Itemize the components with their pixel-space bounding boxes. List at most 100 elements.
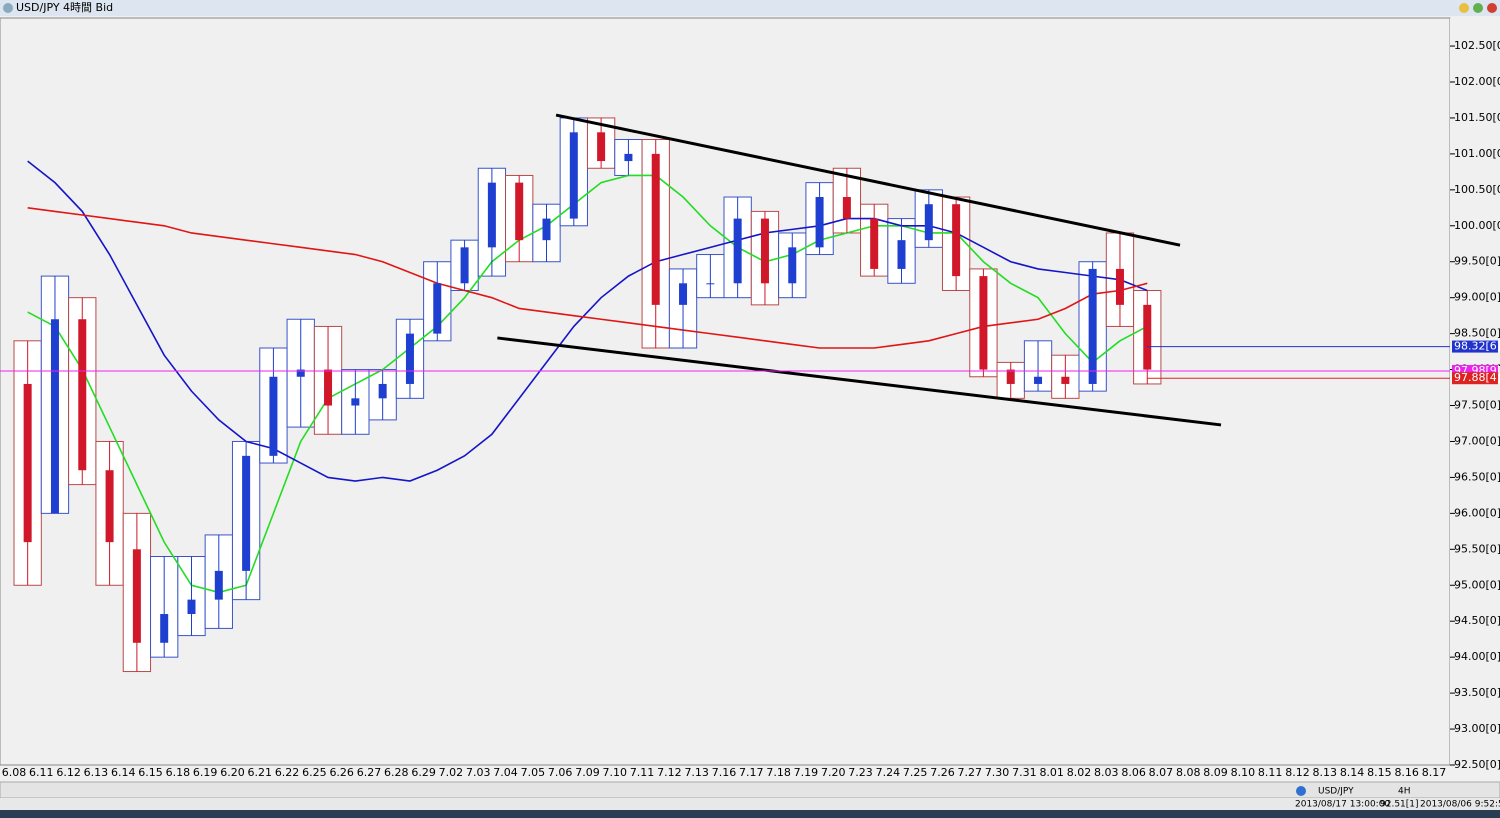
x-tick-label: 7.10: [603, 766, 628, 779]
candle-body: [1006, 369, 1015, 384]
x-tick-label: 6.28: [384, 766, 409, 779]
y-tick-label: 95.50[0]: [1454, 542, 1500, 555]
x-tick-label: 7.02: [439, 766, 464, 779]
app-icon: [3, 3, 13, 13]
candle-body: [296, 369, 305, 377]
candle-body: [952, 204, 961, 277]
cursor-time: 2013/08/17 13:00:00: [1295, 800, 1390, 810]
x-tick-label: 6.29: [411, 766, 436, 779]
y-tick-label: 100.00[0]: [1454, 219, 1500, 232]
x-tick-label: 6.12: [56, 766, 81, 779]
x-tick-label: 7.09: [575, 766, 600, 779]
x-tick-label: 7.20: [821, 766, 846, 779]
candle-body: [788, 247, 797, 284]
x-tick-label: 7.18: [766, 766, 791, 779]
y-tick-label: 102.00[0]: [1454, 75, 1500, 88]
scrollbar[interactable]: [0, 781, 1500, 799]
y-tick-label: 96.00[0]: [1454, 506, 1500, 519]
x-tick-label: 7.27: [958, 766, 983, 779]
close-button[interactable]: [1487, 3, 1497, 13]
taskbar: [0, 810, 1500, 818]
globe-icon[interactable]: [1296, 786, 1306, 796]
y-tick-label: 100.50[0]: [1454, 183, 1500, 196]
x-tick-label: 6.26: [329, 766, 354, 779]
x-tick-label: 7.31: [1012, 766, 1037, 779]
y-tick-label: 99.00[0]: [1454, 291, 1500, 304]
x-tick-label: 8.12: [1285, 766, 1310, 779]
x-tick-label: 7.26: [930, 766, 955, 779]
y-tick-label: 94.50[0]: [1454, 614, 1500, 627]
x-tick-label: 6.22: [275, 766, 300, 779]
y-tick-label: 92.50[0]: [1454, 758, 1500, 771]
candle-body: [624, 153, 633, 162]
x-tick-label: 8.11: [1258, 766, 1283, 779]
status-bar: [0, 798, 1500, 810]
x-tick-label: 7.11: [630, 766, 655, 779]
x-tick-label: 8.16: [1394, 766, 1419, 779]
symbol-selector[interactable]: USD/JPY: [1318, 787, 1354, 797]
candle-body: [815, 197, 824, 248]
x-tick-label: 6.21: [248, 766, 273, 779]
x-tick-label: 8.03: [1094, 766, 1119, 779]
candle-body: [597, 132, 606, 162]
x-tick-label: 6.11: [29, 766, 54, 779]
price-tag-label: 98.32[6]: [1454, 340, 1500, 353]
y-tick-label: 101.50[0]: [1454, 111, 1500, 124]
candle-body: [269, 376, 278, 456]
candle-body: [979, 276, 988, 370]
candle-body: [105, 470, 114, 543]
candle-body: [897, 240, 906, 269]
x-tick-label: 6.27: [357, 766, 382, 779]
maximize-button[interactable]: [1473, 3, 1483, 13]
x-tick-label: 6.13: [84, 766, 109, 779]
y-tick-label: 93.00[0]: [1454, 722, 1500, 735]
candle-body: [1088, 268, 1097, 384]
x-tick-label: 7.03: [466, 766, 491, 779]
candle-body: [924, 204, 933, 241]
candle-body: [433, 283, 442, 334]
title-bar: [0, 0, 1500, 16]
candle-body: [870, 218, 879, 269]
moving-average: [27, 160, 1148, 482]
candle-body: [706, 283, 715, 285]
candle-body: [160, 614, 169, 643]
y-tick-label: 99.50[0]: [1454, 255, 1500, 268]
y-tick-label: 96.50[0]: [1454, 470, 1500, 483]
minimize-button[interactable]: [1459, 3, 1469, 13]
timeframe-selector[interactable]: 4H: [1398, 787, 1411, 797]
x-tick-label: 8.06: [1121, 766, 1146, 779]
x-tick-label: 7.05: [521, 766, 546, 779]
x-tick-label: 8.02: [1067, 766, 1092, 779]
candle-body: [1034, 376, 1043, 384]
candle-body: [242, 455, 251, 571]
moving-average: [27, 174, 1148, 594]
y-tick-label: 98.50[0]: [1454, 327, 1500, 340]
server-time: 2013/08/06 9:52:58: [1420, 800, 1500, 810]
candle-body: [569, 132, 578, 219]
candle-body: [405, 333, 414, 384]
price-axis: [1450, 18, 1500, 765]
x-tick-label: 7.25: [903, 766, 928, 779]
x-tick-label: 7.23: [848, 766, 873, 779]
trendline: [497, 336, 1222, 427]
x-tick-label: 8.01: [1039, 766, 1064, 779]
x-tick-label: 6.15: [138, 766, 163, 779]
candle-body: [78, 319, 87, 471]
candle-body: [23, 383, 32, 543]
x-tick-label: 7.12: [657, 766, 682, 779]
candle-body: [1061, 376, 1070, 384]
candle-body: [733, 218, 742, 284]
candle-body: [542, 218, 551, 241]
x-tick-label: 8.07: [1149, 766, 1174, 779]
candle-body: [760, 218, 769, 284]
x-tick-label: 8.17: [1422, 766, 1447, 779]
y-tick-label: 101.00[0]: [1454, 147, 1500, 160]
x-tick-label: 6.14: [111, 766, 136, 779]
candle-body: [515, 182, 524, 241]
y-tick-label: 102.50[0]: [1454, 39, 1500, 52]
x-tick-label: 8.13: [1313, 766, 1338, 779]
candle-body: [1115, 268, 1124, 305]
candle-body: [842, 197, 851, 219]
moving-average: [27, 207, 1148, 349]
